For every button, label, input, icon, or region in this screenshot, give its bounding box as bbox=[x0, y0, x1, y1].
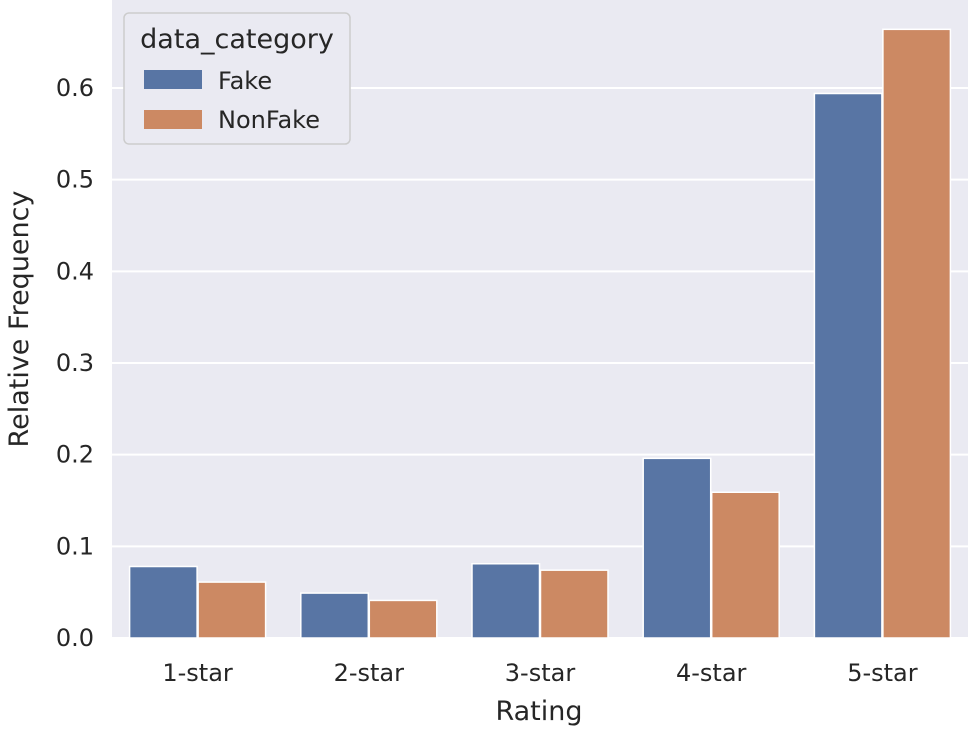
x-tick-labels: 1-star 2-star 3-star 4-star 5-star bbox=[162, 659, 917, 687]
x-tick-label: 2-star bbox=[334, 659, 405, 687]
y-tick-label: 0.1 bbox=[56, 532, 94, 560]
legend-label-nonfake: NonFake bbox=[218, 106, 320, 134]
y-tick-label: 0.0 bbox=[56, 624, 94, 652]
legend-swatch-fake bbox=[144, 70, 202, 89]
x-axis-label: Rating bbox=[495, 696, 582, 727]
bar-nonfake-2-star bbox=[368, 599, 438, 639]
bar-fake-4-star bbox=[642, 457, 712, 639]
y-tick-label: 0.2 bbox=[56, 441, 94, 469]
x-tick-label: 3-star bbox=[505, 659, 576, 687]
bar-fake-3-star bbox=[471, 563, 541, 639]
bar-nonfake-1-star bbox=[197, 581, 267, 639]
bars bbox=[128, 28, 952, 639]
legend: data_category Fake NonFake bbox=[123, 12, 351, 145]
legend-label-fake: Fake bbox=[218, 67, 272, 95]
bar-nonfake-5-star bbox=[882, 28, 952, 639]
bar-fake-2-star bbox=[300, 592, 370, 639]
y-tick-label: 0.5 bbox=[56, 166, 94, 194]
legend-title: data_category bbox=[140, 24, 334, 55]
legend-swatch-nonfake bbox=[144, 110, 202, 129]
y-tick-label: 0.6 bbox=[56, 74, 94, 102]
x-tick-label: 4-star bbox=[676, 659, 747, 687]
y-tick-label: 0.3 bbox=[56, 349, 94, 377]
y-tick-labels: 0.0 0.1 0.2 0.3 0.4 0.5 0.6 bbox=[56, 74, 94, 652]
x-tick-label: 1-star bbox=[162, 659, 233, 687]
bar-fake-1-star bbox=[128, 565, 198, 639]
bar-fake-5-star bbox=[813, 92, 883, 639]
y-axis-label: Relative Frequency bbox=[4, 191, 35, 448]
bar-nonfake-4-star bbox=[710, 491, 780, 639]
x-tick-label: 5-star bbox=[847, 659, 918, 687]
bar-nonfake-3-star bbox=[539, 569, 609, 639]
y-tick-label: 0.4 bbox=[56, 257, 94, 285]
